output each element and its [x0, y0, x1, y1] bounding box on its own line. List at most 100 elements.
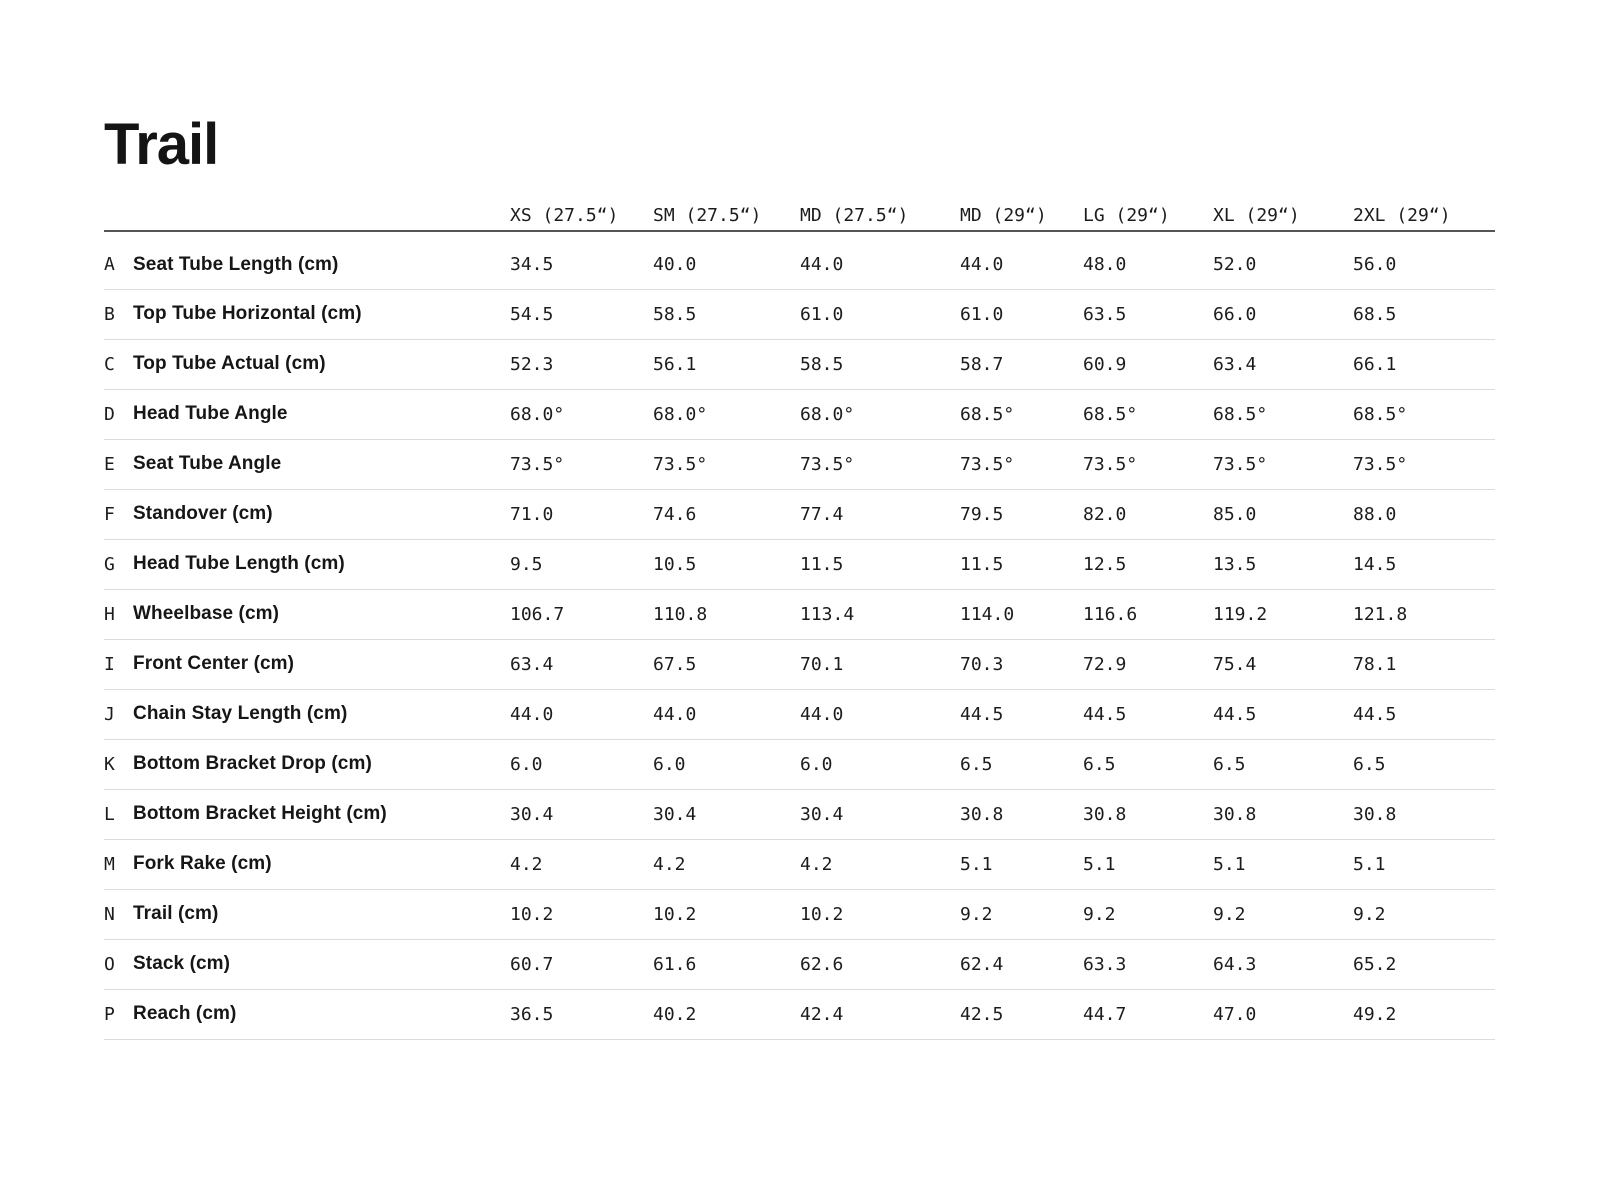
row-value: 52.0: [1213, 254, 1257, 276]
row-value: 119.2: [1213, 603, 1268, 625]
row-letter: K: [104, 753, 115, 775]
row-value: 68.5°: [1353, 403, 1408, 425]
row-value: 5.1: [1083, 853, 1116, 875]
row-value: 66.1: [1353, 353, 1397, 375]
row-value: 30.4: [653, 803, 697, 825]
table-row: L Bottom Bracket Height (cm) 30.4 30.4 30.4 3…: [104, 789, 1495, 839]
row-value: 60.9: [1083, 353, 1127, 375]
header-spacer-label: [133, 205, 510, 232]
row-value: 72.9: [1083, 653, 1127, 675]
row-letter: G: [104, 553, 115, 575]
row-letter: O: [104, 953, 115, 975]
row-value: 34.5: [510, 254, 554, 276]
row-letter: L: [104, 803, 115, 825]
row-value: 70.1: [800, 653, 844, 675]
row-value: 6.5: [960, 753, 993, 775]
row-value: 113.4: [800, 603, 855, 625]
row-label: Seat Tube Angle: [133, 453, 282, 474]
row-label: Chain Stay Length (cm): [133, 703, 348, 724]
row-value: 30.8: [1083, 803, 1127, 825]
row-value: 75.4: [1213, 653, 1257, 675]
row-label: Fork Rake (cm): [133, 853, 272, 874]
row-value: 9.2: [1213, 903, 1246, 925]
row-value: 63.5: [1083, 303, 1127, 325]
row-label: Top Tube Actual (cm): [133, 353, 326, 374]
table-row: M Fork Rake (cm) 4.2 4.2 4.2 5.1 5.1 5.1 5.1: [104, 839, 1495, 889]
row-label: Wheelbase (cm): [133, 603, 280, 624]
row-value: 30.8: [1353, 803, 1397, 825]
row-value: 44.0: [510, 703, 554, 725]
row-value: 66.0: [1213, 303, 1257, 325]
row-value: 73.5°: [1083, 453, 1138, 475]
row-value: 63.4: [1213, 353, 1257, 375]
row-value: 73.5°: [653, 453, 708, 475]
row-label: Top Tube Horizontal (cm): [133, 303, 362, 324]
row-letter: F: [104, 503, 115, 525]
row-value: 6.0: [800, 753, 833, 775]
row-value: 116.6: [1083, 603, 1138, 625]
header-spacer-letter: [104, 205, 133, 232]
geometry-table-body: A Seat Tube Length (cm) 34.5 40.0 44.0 44.0 48…: [104, 231, 1495, 1039]
row-value: 68.5°: [1213, 403, 1268, 425]
row-value: 36.5: [510, 1003, 554, 1025]
row-value: 73.5°: [800, 453, 855, 475]
table-row: G Head Tube Length (cm) 9.5 10.5 11.5 11.5 12.…: [104, 539, 1495, 589]
row-value: 30.4: [800, 803, 844, 825]
row-value: 67.5: [653, 653, 697, 675]
row-value: 68.5°: [960, 403, 1015, 425]
table-row: P Reach (cm) 36.5 40.2 42.4 42.5 44.7 47.0 49.2: [104, 989, 1495, 1039]
table-row: D Head Tube Angle 68.0° 68.0° 68.0° 68.5° 68.5…: [104, 389, 1495, 439]
row-value: 6.5: [1083, 753, 1116, 775]
row-value: 61.0: [960, 303, 1004, 325]
row-value: 10.5: [653, 553, 697, 575]
row-label: Standover (cm): [133, 503, 273, 524]
row-value: 9.2: [960, 903, 993, 925]
row-value: 73.5°: [510, 453, 565, 475]
row-value: 5.1: [1213, 853, 1246, 875]
column-header-lg: LG (29“): [1083, 205, 1213, 232]
row-letter: J: [104, 703, 115, 725]
row-value: 77.4: [800, 503, 844, 525]
row-value: 88.0: [1353, 503, 1397, 525]
row-value: 30.8: [1213, 803, 1257, 825]
row-value: 54.5: [510, 303, 554, 325]
row-letter: N: [104, 903, 115, 925]
row-letter: A: [104, 254, 115, 276]
row-value: 4.2: [653, 853, 686, 875]
row-value: 42.4: [800, 1003, 844, 1025]
row-value: 78.1: [1353, 653, 1397, 675]
table-row: K Bottom Bracket Drop (cm) 6.0 6.0 6.0 6.5 6.5…: [104, 739, 1495, 789]
row-value: 42.5: [960, 1003, 1004, 1025]
row-value: 44.5: [960, 703, 1004, 725]
row-value: 4.2: [510, 853, 543, 875]
row-value: 110.8: [653, 603, 708, 625]
row-value: 30.4: [510, 803, 554, 825]
row-value: 5.1: [960, 853, 993, 875]
row-value: 44.0: [800, 703, 844, 725]
row-letter: M: [104, 853, 115, 875]
page-title: Trail: [104, 112, 219, 177]
row-value: 71.0: [510, 503, 554, 525]
row-value: 58.5: [800, 353, 844, 375]
row-value: 6.0: [653, 753, 686, 775]
row-label: Bottom Bracket Height (cm): [133, 803, 387, 824]
row-value: 58.7: [960, 353, 1004, 375]
row-letter: D: [104, 403, 115, 425]
row-value: 56.1: [653, 353, 697, 375]
row-value: 56.0: [1353, 254, 1397, 276]
row-value: 10.2: [800, 903, 844, 925]
row-value: 44.5: [1083, 703, 1127, 725]
row-value: 44.7: [1083, 1003, 1127, 1025]
row-value: 68.0°: [800, 403, 855, 425]
table-row: O Stack (cm) 60.7 61.6 62.6 62.4 63.3 64.3 65.2: [104, 939, 1495, 989]
column-header-xl: XL (29“): [1213, 205, 1353, 232]
row-value: 9.5: [510, 553, 543, 575]
row-value: 63.3: [1083, 953, 1127, 975]
column-header-2xl: 2XL (29“): [1353, 205, 1495, 232]
row-value: 61.6: [653, 953, 697, 975]
table-row: H Wheelbase (cm) 106.7 110.8 113.4 114.0 116.6…: [104, 589, 1495, 639]
column-header-md275: MD (27.5“): [800, 205, 960, 232]
column-header-xs: XS (27.5“): [510, 205, 653, 232]
table-row: C Top Tube Actual (cm) 52.3 56.1 58.5 58.7 60.…: [104, 339, 1495, 389]
